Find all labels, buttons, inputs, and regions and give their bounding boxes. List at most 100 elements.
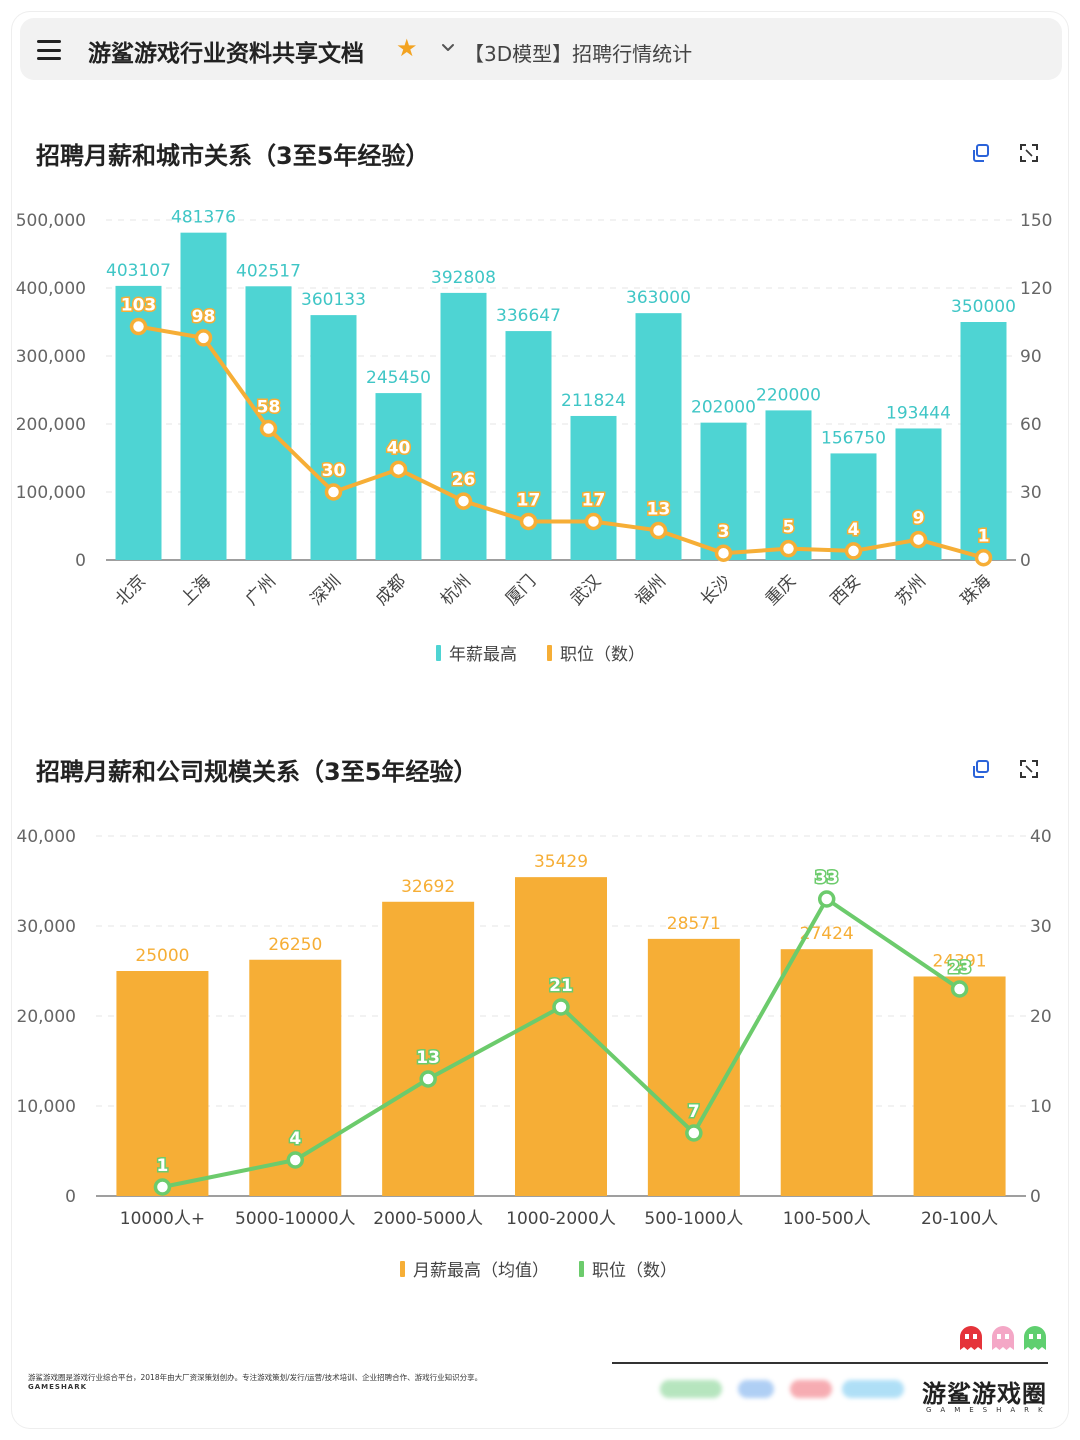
footer-description: 游鲨游戏圈是游戏行业综合平台，2018年由大厂资深策划创办。专注游戏策划/发行/… (28, 1373, 483, 1382)
y-left-tick-label: 0 (65, 1187, 76, 1207)
legend-item-monthly-salary[interactable]: 月薪最高（均值） (400, 1256, 549, 1281)
bar (765, 410, 812, 560)
y-right-tick-label: 10 (1030, 1097, 1052, 1117)
bar-value-label: 402517 (236, 261, 301, 281)
bar-value-label: 403107 (106, 261, 171, 281)
bar-value-label: 26250 (268, 935, 322, 955)
partner-logo (842, 1380, 904, 1398)
line-point (552, 998, 570, 1016)
line-value-label: 17 (582, 490, 606, 510)
bar-value-label: 35429 (534, 852, 588, 872)
chart1-title: 招聘月薪和城市关系（3至5年经验） (36, 142, 430, 170)
y-right-tick-label: 30 (1020, 483, 1042, 503)
bar-value-label: 32692 (401, 877, 455, 897)
chart-company-size-salary: 0 10,000 20,000 30,000 40,000 0 10 20 30 40 25000 2… (17, 827, 1052, 1229)
bar (647, 938, 740, 1196)
brand-logo-subtext: GAMESHARK (926, 1406, 1052, 1414)
pink-ghost-icon (992, 1326, 1014, 1350)
expand-icon[interactable] (1018, 142, 1040, 164)
bar-value-label: 193444 (886, 403, 951, 423)
line-value-label: 5 (783, 518, 795, 538)
series-line (138, 324, 985, 560)
document-title[interactable]: 【3D模型】招聘行情统计 (464, 42, 693, 66)
y-right-tick-label: 40 (1030, 827, 1052, 847)
bar-value-label: 336647 (496, 306, 561, 326)
line-point (286, 1151, 305, 1169)
bar-value-label: 220000 (756, 385, 821, 405)
chevron-down-icon[interactable] (440, 40, 456, 56)
line-point (324, 483, 343, 501)
bar-value-label: 481376 (171, 208, 236, 228)
y-right-tick-label: 20 (1030, 1007, 1052, 1027)
line-point (974, 548, 993, 567)
line-value-label: 33 (815, 868, 839, 888)
legend-label: 年薪最高 (449, 645, 517, 665)
line-value-label: 21 (549, 976, 573, 996)
y-right-tick-label: 150 (1020, 211, 1052, 231)
legend-label: 月薪最高（均值） (413, 1261, 549, 1281)
hamburger-icon[interactable] (37, 40, 61, 60)
x-tick-label: 100-500人 (783, 1209, 871, 1229)
line-value-label: 26 (452, 470, 476, 490)
line-point (714, 544, 733, 562)
line-point (817, 890, 836, 908)
x-tick-label: 500-1000人 (644, 1209, 743, 1229)
line-point (685, 1124, 703, 1142)
footer-brand-small: GAMESHARK (28, 1383, 88, 1391)
bar-value-label: 392808 (431, 268, 496, 288)
line-value-label: 1 (157, 1156, 169, 1176)
chart2-title: 招聘月薪和公司规模关系（3至5年经验） (36, 758, 478, 786)
line-point (779, 539, 798, 558)
partner-logo (738, 1380, 774, 1398)
y-left-tick-label: 0 (75, 551, 86, 571)
partner-logo (790, 1380, 832, 1398)
line-value-label: 23 (948, 958, 972, 978)
bar-value-label: 156750 (821, 428, 886, 448)
bar-value-label: 350000 (951, 297, 1016, 317)
y-left-tick-label: 500,000 (16, 211, 86, 231)
x-tick-label: 10000人+ (120, 1209, 205, 1229)
line-value-label: 103 (121, 296, 157, 316)
chart1-legend: 年薪最高 职位（数） (436, 640, 645, 665)
y-left-tick-label: 10,000 (17, 1097, 76, 1117)
bar (700, 422, 747, 560)
bar (440, 292, 487, 560)
line-value-label: 7 (688, 1102, 700, 1122)
bar (913, 976, 1006, 1196)
bar (382, 901, 475, 1196)
star-icon[interactable]: ★ (396, 34, 418, 62)
line-value-label: 4 (848, 520, 860, 540)
brand-logo-text: 游鲨游戏圈 (922, 1380, 1047, 1408)
y-right-tick-label: 30 (1030, 917, 1052, 937)
footer-divider (612, 1362, 1048, 1364)
red-ghost-icon (960, 1326, 982, 1350)
x-tick-label: 20-100人 (921, 1209, 998, 1229)
line-point (909, 530, 928, 549)
bar-value-label: 25000 (135, 946, 189, 966)
bar (570, 415, 617, 560)
legend-item-annual-salary[interactable]: 年薪最高 (436, 640, 517, 665)
line-point (153, 1178, 172, 1196)
line-point (129, 317, 148, 336)
line-point (419, 1070, 437, 1088)
y-right-tick-label: 90 (1020, 347, 1042, 367)
copy-icon[interactable] (970, 758, 992, 780)
chart-city-salary: 0 100,000 200,000 300,000 400,000 500,000 0 30 6… (16, 208, 1053, 610)
y-left-tick-label: 40,000 (17, 827, 76, 847)
y-left-tick-label: 300,000 (16, 347, 86, 367)
legend-item-positions[interactable]: 职位（数） (579, 1256, 677, 1281)
bar-value-label: 202000 (691, 398, 756, 418)
line-value-label: 17 (517, 490, 541, 510)
copy-icon[interactable] (970, 142, 992, 164)
line-value-label: 3 (718, 522, 730, 542)
y-left-tick-label: 400,000 (16, 279, 86, 299)
y-left-tick-label: 30,000 (17, 917, 76, 937)
bar-value-label: 245450 (366, 368, 431, 388)
line-point (950, 980, 969, 998)
y-left-tick-label: 200,000 (16, 415, 86, 435)
line-value-label: 58 (257, 398, 281, 418)
legend-item-positions[interactable]: 职位（数） (547, 640, 645, 665)
y-right-tick-label: 120 (1020, 279, 1052, 299)
expand-icon[interactable] (1018, 758, 1040, 780)
line-point (389, 460, 408, 479)
